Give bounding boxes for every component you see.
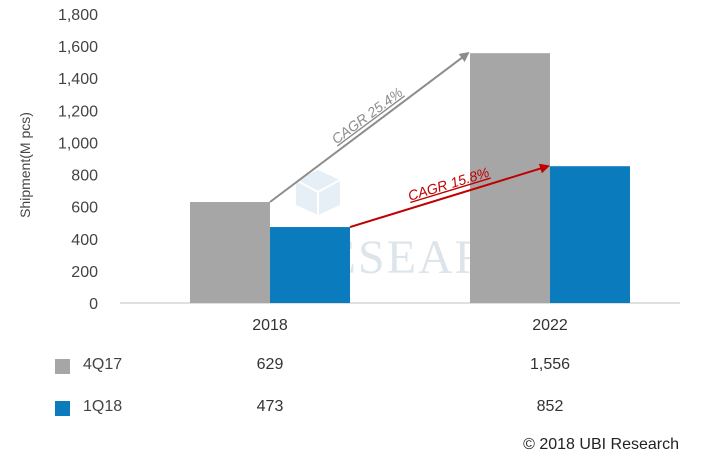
data-table-value: 852 (536, 398, 564, 415)
y-tick-label: 1,000 (58, 135, 98, 152)
copyright: © 2018 UBI Research (523, 436, 679, 453)
legend-swatch (55, 401, 70, 416)
data-table-value: 1,556 (529, 356, 571, 373)
legend-series-name: 1Q18 (83, 398, 123, 415)
legend-swatch (55, 359, 70, 374)
legend-series-name: 4Q17 (83, 356, 123, 373)
y-tick-label: 1,400 (58, 71, 98, 88)
y-tick-label: 1,200 (58, 103, 98, 120)
y-tick-label: 0 (89, 296, 98, 313)
x-category-label: 2022 (532, 317, 568, 334)
legend-row-1q18: 1Q18 473 852 (55, 398, 675, 420)
y-tick-label: 1,800 (58, 7, 98, 24)
y-tick-label: 200 (71, 264, 98, 281)
y-tick-label: 600 (71, 200, 98, 217)
data-table-value: 629 (256, 356, 284, 373)
x-axis-categories: 2018 2022 (252, 317, 568, 334)
y-axis-label: Shipment(M pcs) (17, 112, 33, 218)
watermark-cube-edge (295, 179, 341, 194)
bar-1q18-2022 (550, 166, 630, 303)
y-tick-label: 400 (71, 232, 98, 249)
y-axis-ticks: 0 200 400 600 800 1,000 1,200 1,400 1,600 1,800 (58, 7, 98, 313)
bar-4q17-2018 (190, 202, 270, 303)
cagr-label: CAGR 25.4% (329, 84, 406, 147)
watermark-cube (296, 170, 340, 215)
y-tick-label: 1,600 (58, 39, 98, 56)
x-category-label: 2018 (252, 317, 288, 334)
cagr-arrow (269, 51, 470, 203)
bars (190, 53, 630, 304)
bar-1q18-2018 (270, 227, 350, 303)
cagr-arrow (349, 163, 550, 229)
legend-row-4q17: 4Q17 629 1,556 (55, 356, 675, 378)
data-table-value: 473 (256, 398, 284, 415)
y-tick-label: 800 (71, 168, 98, 185)
